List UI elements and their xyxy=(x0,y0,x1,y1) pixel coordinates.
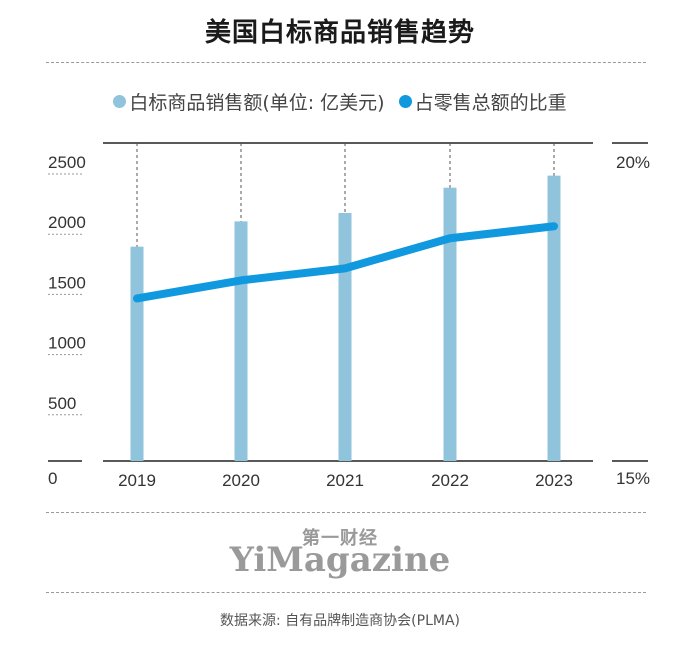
left-tick-label: 1500 xyxy=(48,273,86,292)
legend-label-share: 占零售总额的比重 xyxy=(414,92,567,114)
footer-separator xyxy=(46,512,646,513)
left-tick-label: 500 xyxy=(48,394,76,413)
title-separator xyxy=(46,62,646,63)
brand-logo-en: YiMagazine xyxy=(229,540,451,580)
left-tick-label: 1000 xyxy=(48,334,86,353)
x-tick-label-2023: 2023 xyxy=(535,471,573,490)
x-tick-label-2020: 2020 xyxy=(222,471,260,490)
legend-swatch-line xyxy=(398,95,412,108)
legend-item-share: 占零售总额的比重 xyxy=(398,88,567,115)
legend-label-sales: 白标商品销售额(单位: 亿美元) xyxy=(129,92,385,114)
right-tick-label: 20% xyxy=(616,153,650,172)
brand-logo-cn: 第一财经 xyxy=(302,528,378,549)
bar-2021 xyxy=(338,212,352,461)
share-line xyxy=(133,222,558,303)
x-tick-label-2019: 2019 xyxy=(118,471,156,490)
legend-item-sales: 白标商品销售额(单位: 亿美元) xyxy=(113,88,385,115)
data-source: 数据来源: 自有品牌制造商协会(PLMA) xyxy=(220,613,460,629)
left-tick-label: 0 xyxy=(48,469,57,488)
legend-swatch-bar xyxy=(113,95,127,108)
left-tick-label: 2000 xyxy=(48,213,86,232)
x-tick-label-2022: 2022 xyxy=(431,471,469,490)
bar-2020 xyxy=(234,221,248,461)
bar-2023 xyxy=(547,175,561,462)
bar-2019 xyxy=(130,246,144,461)
source-separator xyxy=(46,592,646,593)
chart-title: 美国白标商品销售趋势 xyxy=(204,18,475,48)
right-tick-label: 15% xyxy=(616,469,650,488)
bar-2022 xyxy=(443,187,457,461)
legend: 白标商品销售额(单位: 亿美元) 占零售总额的比重 xyxy=(0,88,680,115)
left-tick-label: 2500 xyxy=(48,153,86,172)
x-tick-label-2021: 2021 xyxy=(326,471,364,490)
chart-area: 0 500 1000 1500 2000 2500 15% 20% 2019 2020 2021 20… xyxy=(48,142,650,490)
